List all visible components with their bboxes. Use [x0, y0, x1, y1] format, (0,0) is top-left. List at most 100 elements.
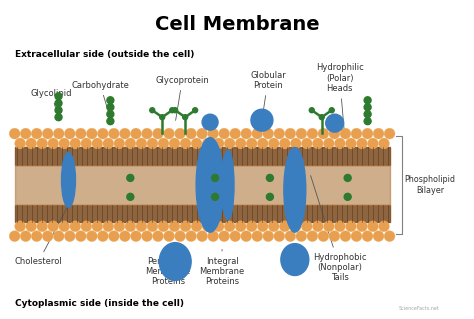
- Circle shape: [97, 231, 109, 241]
- Circle shape: [141, 231, 153, 241]
- Circle shape: [127, 193, 134, 200]
- Circle shape: [379, 138, 390, 149]
- Ellipse shape: [284, 148, 306, 232]
- Text: Extracellular side (outside the cell): Extracellular side (outside the cell): [15, 50, 194, 59]
- Ellipse shape: [326, 114, 344, 132]
- Circle shape: [367, 221, 378, 232]
- Circle shape: [59, 221, 70, 232]
- Circle shape: [153, 128, 164, 139]
- Circle shape: [86, 128, 97, 139]
- Circle shape: [301, 138, 312, 149]
- Circle shape: [53, 231, 64, 241]
- Circle shape: [362, 128, 373, 139]
- Circle shape: [362, 231, 373, 241]
- Circle shape: [224, 138, 235, 149]
- Circle shape: [180, 138, 191, 149]
- Circle shape: [20, 231, 31, 241]
- Text: Hydrophobic
(Nonpolar)
Tails: Hydrophobic (Nonpolar) Tails: [310, 175, 366, 282]
- Circle shape: [97, 128, 109, 139]
- Circle shape: [136, 221, 147, 232]
- Circle shape: [164, 231, 174, 241]
- Circle shape: [211, 193, 219, 200]
- Ellipse shape: [222, 150, 234, 220]
- Circle shape: [42, 128, 53, 139]
- Circle shape: [318, 231, 329, 241]
- Circle shape: [180, 221, 191, 232]
- Circle shape: [197, 231, 208, 241]
- Circle shape: [92, 138, 103, 149]
- Circle shape: [48, 138, 59, 149]
- Circle shape: [150, 108, 155, 113]
- Circle shape: [252, 128, 263, 139]
- Circle shape: [307, 231, 318, 241]
- Circle shape: [274, 128, 285, 139]
- Circle shape: [279, 138, 290, 149]
- Circle shape: [182, 115, 188, 120]
- Circle shape: [241, 128, 252, 139]
- Circle shape: [290, 138, 301, 149]
- Text: Phospholipid
Bilayer: Phospholipid Bilayer: [404, 175, 456, 195]
- Text: Hydrophilic
(Polar)
Heads: Hydrophilic (Polar) Heads: [316, 63, 364, 133]
- Circle shape: [136, 138, 147, 149]
- Circle shape: [107, 111, 114, 118]
- Circle shape: [53, 128, 64, 139]
- Ellipse shape: [202, 114, 218, 130]
- Circle shape: [119, 128, 130, 139]
- Ellipse shape: [159, 243, 191, 280]
- Circle shape: [211, 174, 219, 182]
- Circle shape: [208, 231, 219, 241]
- Circle shape: [219, 128, 229, 139]
- Circle shape: [296, 231, 307, 241]
- Circle shape: [107, 118, 114, 125]
- Circle shape: [70, 221, 81, 232]
- Circle shape: [384, 128, 395, 139]
- Circle shape: [274, 231, 285, 241]
- Circle shape: [75, 128, 86, 139]
- Circle shape: [318, 128, 329, 139]
- Circle shape: [20, 128, 31, 139]
- Circle shape: [174, 128, 185, 139]
- Circle shape: [75, 231, 86, 241]
- Circle shape: [55, 107, 62, 114]
- Text: Peripheral
Membrane
Proteins: Peripheral Membrane Proteins: [146, 256, 191, 286]
- Circle shape: [109, 231, 119, 241]
- Circle shape: [329, 108, 334, 113]
- Circle shape: [130, 231, 141, 241]
- Circle shape: [86, 231, 97, 241]
- Circle shape: [153, 231, 164, 241]
- Text: Carbohydrate: Carbohydrate: [72, 81, 129, 115]
- Ellipse shape: [251, 109, 273, 131]
- Text: Cell Membrane: Cell Membrane: [155, 15, 319, 33]
- Text: Glycolipid: Glycolipid: [31, 89, 72, 115]
- Circle shape: [356, 221, 367, 232]
- Circle shape: [268, 138, 279, 149]
- Circle shape: [285, 128, 296, 139]
- Circle shape: [169, 138, 180, 149]
- Circle shape: [42, 231, 53, 241]
- Circle shape: [158, 221, 169, 232]
- Circle shape: [208, 128, 219, 139]
- Circle shape: [127, 174, 134, 182]
- Circle shape: [55, 114, 62, 121]
- Circle shape: [147, 221, 158, 232]
- Circle shape: [169, 221, 180, 232]
- Circle shape: [364, 104, 371, 111]
- Circle shape: [186, 128, 197, 139]
- Circle shape: [257, 138, 268, 149]
- Circle shape: [114, 221, 125, 232]
- Circle shape: [186, 231, 197, 241]
- Circle shape: [367, 138, 378, 149]
- Circle shape: [373, 128, 384, 139]
- Circle shape: [9, 231, 20, 241]
- Circle shape: [107, 104, 114, 111]
- Circle shape: [257, 221, 268, 232]
- Circle shape: [191, 221, 202, 232]
- Circle shape: [109, 128, 119, 139]
- Circle shape: [202, 221, 213, 232]
- Circle shape: [48, 221, 59, 232]
- Circle shape: [141, 128, 153, 139]
- Circle shape: [307, 128, 318, 139]
- Circle shape: [147, 138, 158, 149]
- Circle shape: [192, 108, 198, 113]
- Bar: [15, 205, 390, 222]
